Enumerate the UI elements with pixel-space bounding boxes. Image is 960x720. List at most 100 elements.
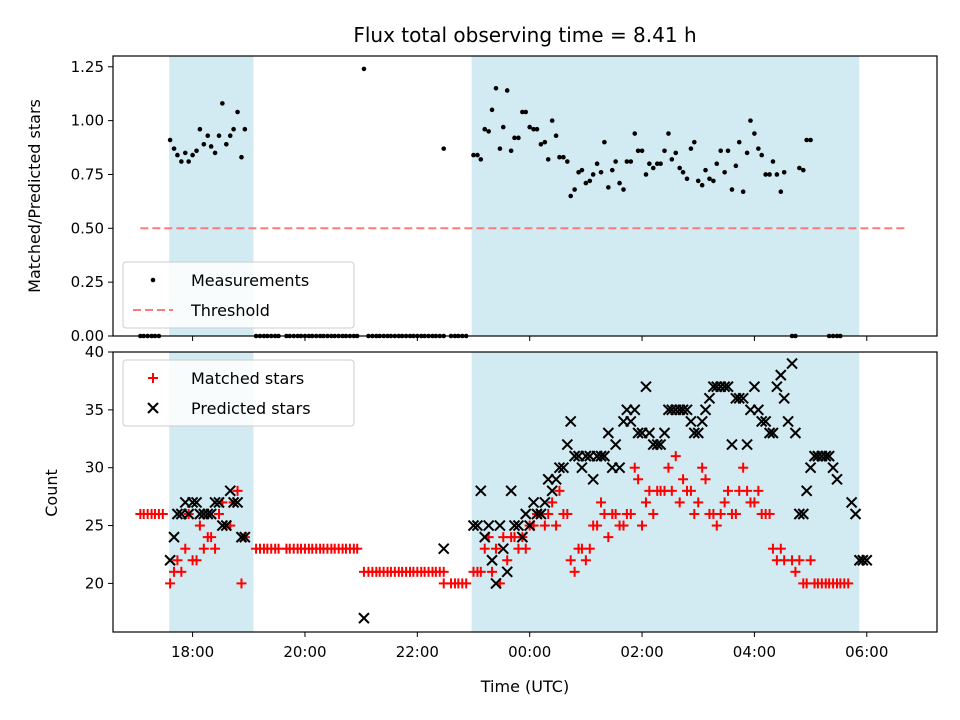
bottom-data-point bbox=[759, 415, 772, 428]
bottom-data-point bbox=[857, 554, 869, 566]
bottom-data-point bbox=[580, 555, 591, 566]
bottom-data-point bbox=[580, 450, 592, 462]
top-data-point bbox=[748, 118, 753, 123]
top-data-point bbox=[691, 139, 697, 145]
bottom-data-point bbox=[487, 566, 498, 577]
bottom-data-point bbox=[692, 427, 704, 439]
top-data-point bbox=[441, 146, 447, 151]
top-data-point bbox=[736, 139, 742, 145]
marker-stroke bbox=[182, 508, 195, 520]
marker-stroke bbox=[861, 554, 873, 566]
top-data-point bbox=[707, 176, 712, 182]
top-data-point bbox=[167, 137, 173, 143]
bottom-data-point bbox=[358, 612, 370, 624]
top-data-point bbox=[725, 148, 731, 154]
bottom-data-point bbox=[625, 508, 636, 519]
top-data-point bbox=[635, 148, 641, 154]
bottom-y-tick-label: 20 bbox=[85, 574, 104, 592]
bottom-data-point bbox=[640, 381, 652, 393]
top-data-point bbox=[666, 131, 671, 136]
bottom-data-point bbox=[793, 508, 806, 520]
bottom-data-point bbox=[790, 566, 801, 577]
top-data-point bbox=[545, 157, 551, 162]
top-data-point bbox=[549, 118, 555, 123]
marker-stroke bbox=[479, 531, 491, 543]
top-data-point bbox=[497, 146, 503, 151]
marker-stroke bbox=[688, 427, 701, 439]
marker-stroke bbox=[629, 404, 641, 416]
bottom-data-point bbox=[738, 462, 749, 473]
bottom-data-point bbox=[482, 519, 495, 532]
top-data-point bbox=[587, 178, 593, 184]
marker-stroke bbox=[849, 508, 862, 520]
x-tick-label: 06:00 bbox=[845, 643, 888, 661]
marker-stroke bbox=[168, 531, 180, 543]
bottom-data-point bbox=[206, 532, 217, 543]
top-data-point bbox=[201, 142, 207, 147]
bottom-data-point bbox=[520, 508, 532, 520]
top-data-point bbox=[688, 146, 694, 151]
top-y-tick-label: 1.00 bbox=[71, 112, 104, 130]
chart-title: Flux total observing time = 8.41 h bbox=[353, 23, 696, 47]
top-data-point bbox=[632, 131, 638, 136]
bottom-data-point bbox=[756, 415, 768, 428]
bottom-data-point bbox=[168, 531, 180, 543]
top-data-point bbox=[583, 180, 589, 186]
top-data-point bbox=[500, 124, 506, 130]
marker-stroke bbox=[625, 415, 637, 428]
bottom-y-tick-label: 35 bbox=[85, 401, 104, 419]
top-data-point bbox=[658, 161, 663, 166]
top-data-point bbox=[475, 152, 480, 158]
x-tick-label: 02:00 bbox=[620, 643, 663, 661]
bottom-data-point bbox=[557, 461, 570, 474]
bottom-data-point bbox=[797, 508, 809, 520]
bottom-data-point bbox=[677, 404, 689, 416]
top-data-point bbox=[534, 126, 540, 132]
bottom-data-point bbox=[176, 566, 187, 577]
marker-stroke bbox=[737, 392, 749, 404]
top-data-point bbox=[175, 152, 180, 158]
marker-stroke bbox=[685, 415, 697, 428]
bottom-data-point bbox=[703, 392, 716, 404]
marker-stroke bbox=[546, 485, 558, 497]
marker-stroke bbox=[699, 404, 712, 416]
marker-stroke bbox=[231, 496, 244, 509]
bottom-data-point bbox=[595, 450, 607, 462]
legend-swatch bbox=[150, 277, 156, 283]
marker-stroke bbox=[475, 485, 487, 497]
bottom-data-point bbox=[543, 508, 554, 519]
bottom-data-point bbox=[505, 485, 517, 497]
bottom-data-point bbox=[789, 427, 802, 439]
marker-stroke bbox=[531, 508, 543, 520]
marker-stroke bbox=[576, 461, 588, 474]
marker-stroke bbox=[224, 485, 236, 497]
marker-stroke bbox=[726, 438, 738, 451]
top-data-point bbox=[774, 172, 780, 177]
bottom-data-point bbox=[658, 427, 671, 439]
bottom-data-point bbox=[220, 519, 233, 532]
marker-stroke bbox=[632, 427, 644, 439]
bottom-data-point bbox=[633, 474, 644, 485]
bottom-data-point bbox=[527, 496, 540, 509]
bottom-data-point bbox=[565, 555, 576, 566]
bottom-data-point bbox=[749, 497, 760, 508]
marker-stroke bbox=[227, 496, 240, 509]
top-data-point bbox=[182, 150, 188, 156]
marker-stroke bbox=[786, 357, 798, 370]
bottom-data-point bbox=[831, 473, 843, 485]
marker-stroke bbox=[209, 496, 221, 509]
top-data-point bbox=[647, 161, 652, 166]
top-data-point bbox=[224, 142, 229, 147]
bottom-data-point bbox=[786, 357, 798, 370]
marker-stroke bbox=[358, 612, 370, 624]
top-y-tick-label: 0.00 bbox=[71, 327, 104, 345]
bottom-data-point bbox=[512, 519, 525, 532]
x-tick-label: 18:00 bbox=[171, 643, 214, 661]
bottom-data-point bbox=[213, 508, 224, 519]
bottom-data-point bbox=[778, 392, 790, 404]
bottom-data-point bbox=[236, 578, 247, 589]
marker-stroke bbox=[804, 461, 817, 474]
marker-stroke bbox=[239, 531, 251, 543]
top-axes-frame bbox=[112, 55, 938, 337]
bottom-data-point bbox=[490, 577, 502, 590]
